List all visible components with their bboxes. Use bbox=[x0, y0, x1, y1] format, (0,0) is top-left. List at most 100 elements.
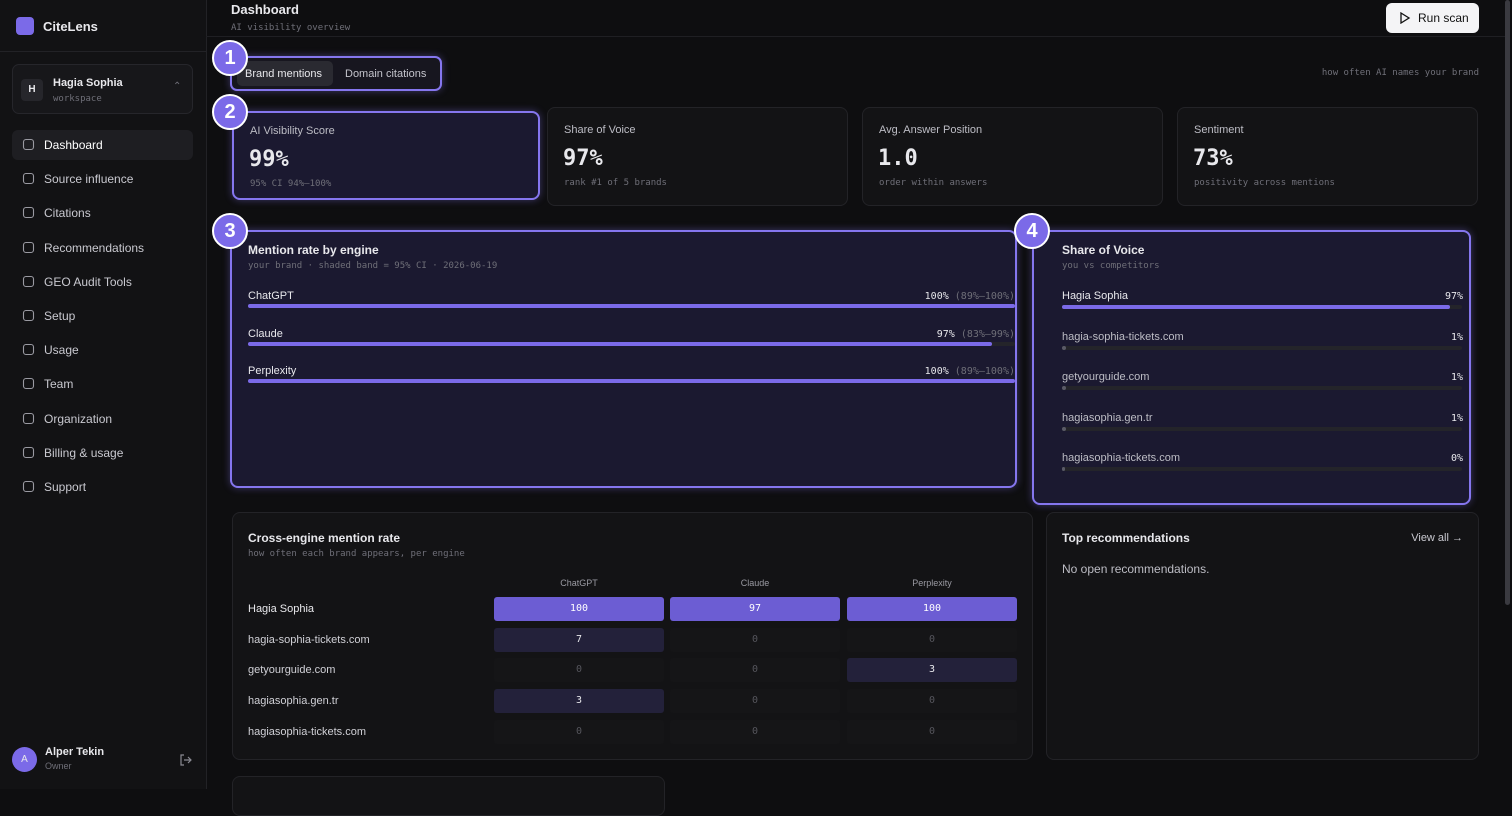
heat-cell: 0 bbox=[670, 719, 840, 744]
engine-value: 100% (89%–100%) bbox=[925, 291, 1015, 302]
kpi-card: Avg. Answer Position 1.0 order within answ… bbox=[862, 107, 1163, 206]
nav-item[interactable]: GEO Audit Tools bbox=[12, 267, 193, 297]
tab[interactable]: Domain citations bbox=[337, 61, 437, 86]
play-icon bbox=[1400, 12, 1411, 24]
bar bbox=[1062, 426, 1066, 431]
nav-label: Usage bbox=[44, 343, 79, 358]
tab-label: Brand mentions bbox=[245, 68, 323, 80]
nav-label: Recommendations bbox=[44, 240, 145, 255]
nav-item[interactable]: Source influence bbox=[12, 164, 193, 194]
nav-item[interactable]: Citations bbox=[12, 198, 193, 228]
nav-icon bbox=[22, 378, 35, 390]
ci-label: (89%–100%) bbox=[954, 366, 1015, 377]
nav-item[interactable]: Team bbox=[12, 369, 193, 399]
bar-track bbox=[1062, 346, 1462, 350]
brand-value: 97% bbox=[1444, 291, 1463, 302]
heat-cell: 0 bbox=[494, 719, 664, 744]
nav-item[interactable]: Dashboard bbox=[12, 130, 193, 160]
heat-cell: 100 bbox=[847, 597, 1017, 621]
tab-label: Domain citations bbox=[345, 68, 427, 80]
workspace-switcher[interactable]: H Hagia Sophia workspace ⌃ bbox=[12, 64, 193, 114]
chevron: ⌃ bbox=[173, 81, 182, 92]
bar bbox=[1062, 346, 1066, 350]
header-divider bbox=[206, 36, 1506, 37]
brand-label: Hagia Sophia bbox=[1062, 290, 1129, 302]
heat-cell: 0 bbox=[670, 689, 840, 714]
brand-value: 1% bbox=[1450, 412, 1463, 424]
view-all-link[interactable]: View all → bbox=[1411, 532, 1463, 544]
nav-label: Team bbox=[44, 377, 74, 392]
nav-icon bbox=[22, 241, 35, 253]
cross-engine-card: Cross-engine mention rate how often each… bbox=[232, 512, 1033, 760]
value-label: 100% bbox=[924, 366, 949, 377]
brand-value: 1% bbox=[1450, 332, 1463, 343]
nav-label: Support bbox=[44, 480, 87, 494]
nav-item[interactable]: Usage bbox=[12, 335, 193, 365]
tab-active[interactable]: Brand mentions bbox=[237, 61, 333, 86]
user-role: Owner bbox=[45, 761, 72, 771]
run-scan-label: Run scan bbox=[1418, 11, 1469, 25]
heat-cell: 97 bbox=[670, 597, 840, 621]
nav-item[interactable]: Support bbox=[12, 472, 193, 502]
kpi-value: 97% bbox=[563, 146, 603, 171]
bar bbox=[1062, 466, 1065, 471]
user-name: Alper Tekin bbox=[45, 746, 105, 758]
row-label: Hagia Sophia bbox=[248, 603, 315, 615]
row-label: hagiasophia.gen.tr bbox=[248, 695, 339, 708]
share-of-voice-card: Share of Voice you vs competitors Hagia … bbox=[1032, 230, 1471, 505]
kpi-note: rank #1 of 5 brands bbox=[564, 178, 667, 188]
logout-icon[interactable] bbox=[179, 753, 193, 767]
nav-icon bbox=[22, 412, 35, 424]
bar-track bbox=[248, 379, 1015, 383]
column-header: Claude bbox=[740, 578, 770, 588]
kpi-value: 1.0 bbox=[878, 146, 918, 171]
column-header: ChatGPT bbox=[560, 578, 598, 588]
kpi-card: AI Visibility Score 99% 95% CI 94%–100% bbox=[232, 111, 540, 200]
nav-item[interactable]: Billing & usage bbox=[12, 438, 193, 468]
bar bbox=[1062, 305, 1450, 309]
nav-icon bbox=[22, 344, 35, 356]
workspace-label: workspace bbox=[53, 94, 102, 104]
kpi-label: Share of Voice bbox=[564, 124, 636, 136]
brand-value: 0% bbox=[1450, 452, 1463, 464]
kpi-note: order within answers bbox=[879, 178, 988, 188]
heat-cell: 0 bbox=[670, 658, 840, 683]
sidebar: CiteLens H Hagia Sophia workspace ⌃ Dash… bbox=[0, 0, 207, 789]
brand-label: hagiasophia-tickets.com bbox=[1062, 451, 1181, 464]
heat-cell: 0 bbox=[847, 719, 1017, 744]
row-label: hagiasophia-tickets.com bbox=[248, 725, 367, 738]
heat-cell: 7 bbox=[494, 627, 664, 652]
brand-value: 1% bbox=[1450, 372, 1463, 384]
recommendations-card: Top recommendations View all → No open r… bbox=[1046, 512, 1479, 760]
nav-item[interactable]: Organization bbox=[12, 404, 193, 434]
run-scan-button[interactable]: Run scan bbox=[1386, 3, 1479, 33]
nav-icon bbox=[22, 309, 35, 322]
bar-track bbox=[1062, 305, 1462, 309]
engine-label: Claude bbox=[248, 327, 283, 340]
empty-message: No open recommendations. bbox=[1062, 562, 1210, 576]
card-title: Mention rate by engine bbox=[248, 243, 379, 257]
bar bbox=[248, 304, 1015, 308]
kpi-value: 73% bbox=[1193, 146, 1233, 171]
partial-card bbox=[232, 776, 665, 816]
nav-label: Billing & usage bbox=[44, 445, 124, 460]
nav-item[interactable]: Recommendations bbox=[12, 233, 193, 263]
card-subtitle: how often each brand appears, per engine bbox=[248, 549, 465, 559]
card-title: Top recommendations bbox=[1062, 531, 1190, 545]
kpi-value: 99% bbox=[249, 147, 289, 172]
workspace-name: Hagia Sophia bbox=[53, 77, 123, 89]
page-title: Dashboard bbox=[231, 2, 299, 17]
user-avatar: A bbox=[12, 747, 37, 772]
column-header: Perplexity bbox=[912, 578, 952, 588]
scrollbar bbox=[1505, 0, 1510, 605]
kpi-note: positivity across mentions bbox=[1194, 178, 1335, 188]
row-label: getyourguide.com bbox=[248, 664, 336, 677]
brand-label: getyourguide.com bbox=[1062, 371, 1150, 384]
kpi-card: Sentiment 73% positivity across mentions bbox=[1177, 107, 1478, 206]
nav-icon bbox=[22, 275, 35, 287]
bar bbox=[248, 341, 992, 346]
brand: CiteLens bbox=[43, 19, 98, 34]
workspace-avatar: H bbox=[21, 79, 43, 101]
nav-item[interactable]: Setup bbox=[12, 301, 193, 331]
